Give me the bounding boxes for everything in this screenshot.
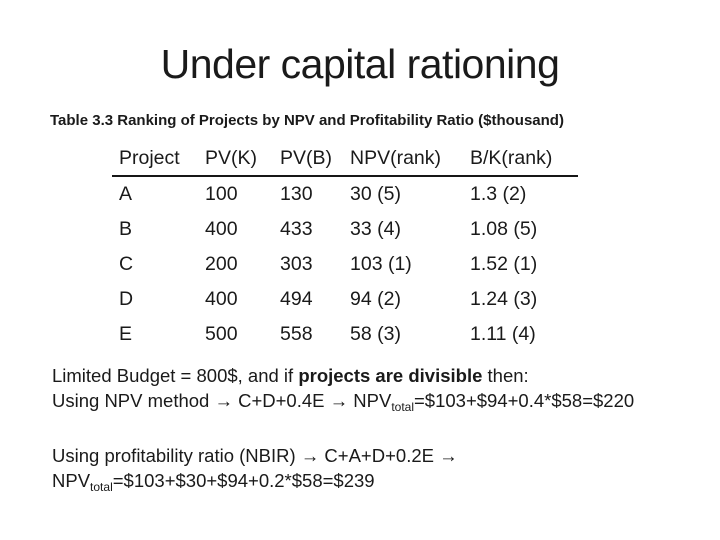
divisible-bold-text: projects are divisible — [298, 365, 483, 386]
table-row-d: D 400 494 94 (2) 1.24 (3) — [112, 282, 578, 317]
column-header-project: Project — [119, 147, 180, 169]
projects-table: Project PV(K) PV(B) NPV(rank) B/K(rank) … — [112, 147, 578, 352]
profitability-paragraph: Using profitability ratio (NBIR) → C+A+D… — [52, 443, 712, 493]
column-header-pvb: PV(B) — [280, 147, 333, 169]
budget-line: Limited Budget = 800$, and if projects a… — [52, 363, 712, 388]
table-cell: 103 (1) — [350, 253, 412, 275]
npv-method-result: =$103+$94+0.4*$58=$220 — [414, 390, 635, 411]
npv-total-subscript: total — [391, 400, 414, 414]
table-cell: 400 — [205, 288, 238, 310]
table-cell: 100 — [205, 183, 238, 205]
npv-method-text: Using NPV method → C+D+0.4E → NPV — [52, 390, 392, 411]
table-cell: B — [119, 218, 133, 240]
table-cell: A — [119, 183, 133, 205]
slide-title: Under capital rationing — [160, 41, 560, 87]
profitability-line: Using profitability ratio (NBIR) → C+A+D… — [52, 443, 712, 468]
column-header-pvk: PV(K) — [205, 147, 258, 169]
table-cell: 1.11 (4) — [470, 323, 536, 345]
npv-total-line: NPVtotal=$103+$30+$94+0.2*$58=$239 — [52, 468, 712, 493]
table-cell: 58 (3) — [350, 323, 401, 345]
npv-total-text: NPV — [52, 470, 91, 491]
table-row-e: E 500 558 58 (3) 1.11 (4) — [112, 317, 578, 352]
budget-line-text: Limited Budget = 800$, and if — [52, 365, 299, 386]
table-cell: 303 — [280, 253, 313, 275]
table-cell: 130 — [280, 183, 313, 205]
table-cell: 200 — [205, 253, 238, 275]
table-cell: 500 — [205, 323, 238, 345]
table-cell: 494 — [280, 288, 313, 310]
table-caption: Table 3.3 Ranking of Projects by NPV and… — [50, 112, 564, 129]
profitability-text: Using profitability ratio (NBIR) → C+A+D… — [52, 445, 458, 466]
table-cell: 1.08 (5) — [470, 218, 538, 240]
table-cell: D — [119, 288, 134, 310]
budget-line-tail: then: — [482, 365, 529, 386]
table-cell: 1.3 (2) — [470, 183, 527, 205]
table-header-row: Project PV(K) PV(B) NPV(rank) B/K(rank) — [112, 147, 578, 177]
table-row-b: B 400 433 33 (4) 1.08 (5) — [112, 212, 578, 247]
table-cell: 33 (4) — [350, 218, 401, 240]
column-header-bk-rank: B/K(rank) — [470, 147, 553, 169]
npv-method-line: Using NPV method → C+D+0.4E → NPVtotal=$… — [52, 388, 712, 413]
table-row-c: C 200 303 103 (1) 1.52 (1) — [112, 247, 578, 282]
column-header-npv-rank: NPV(rank) — [350, 147, 442, 169]
table-row-a: A 100 130 30 (5) 1.3 (2) — [112, 177, 578, 212]
npv-total-subscript: total — [90, 480, 113, 494]
table-cell: 1.52 (1) — [470, 253, 538, 275]
table-cell: 94 (2) — [350, 288, 401, 310]
table-cell: 558 — [280, 323, 313, 345]
budget-paragraph: Limited Budget = 800$, and if projects a… — [52, 363, 712, 413]
table-cell: 433 — [280, 218, 313, 240]
table-cell: E — [119, 323, 133, 345]
table-cell: C — [119, 253, 134, 275]
table-cell: 1.24 (3) — [470, 288, 538, 310]
table-cell: 400 — [205, 218, 238, 240]
table-cell: 30 (5) — [350, 183, 401, 205]
npv-total-result: =$103+$30+$94+0.2*$58=$239 — [112, 470, 375, 491]
